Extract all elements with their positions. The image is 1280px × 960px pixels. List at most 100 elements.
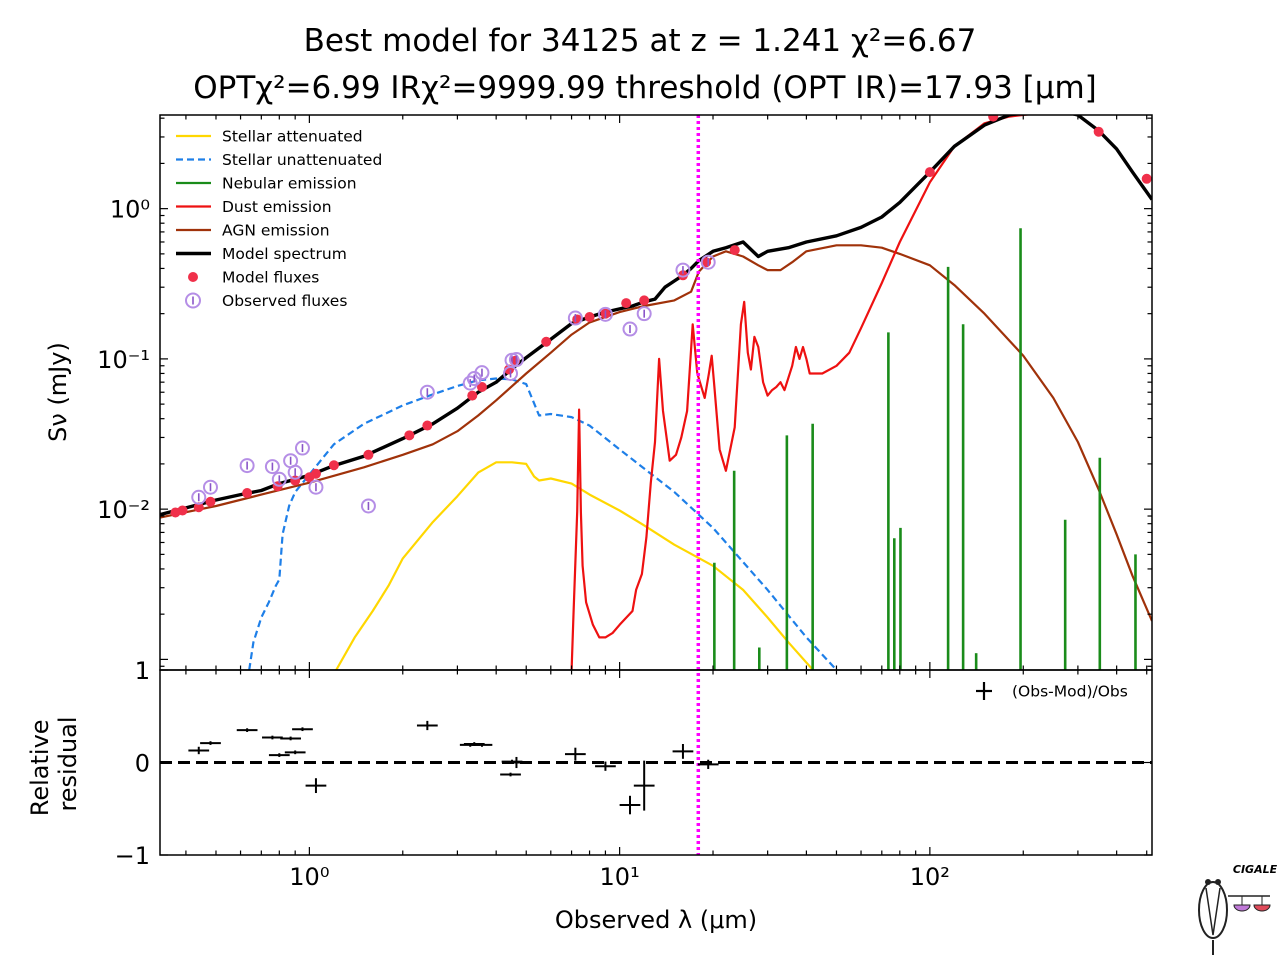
x-axis-label: Observed λ (μm) [555, 906, 757, 934]
residual-point [697, 759, 719, 769]
observed-flux-point [287, 464, 303, 480]
observed-flux-point [264, 459, 280, 475]
residual-point [280, 736, 301, 741]
legend-label: Model fluxes [222, 269, 319, 287]
model-flux-point [328, 460, 339, 471]
y-tick-label: 10⁻¹ [97, 346, 150, 374]
model-flux-point [310, 468, 321, 479]
residual-point [471, 743, 493, 747]
residual-point [564, 747, 586, 761]
legend-item-agn-emission: AGN emission [176, 222, 330, 240]
model-flux-point [193, 502, 204, 513]
y-axis-label: Sν (mJy) [44, 342, 72, 442]
residual-legend-label: (Obs-Mod)/Obs [1012, 683, 1128, 701]
observed-flux-point [636, 306, 652, 322]
legend-item-nebular-emission: Nebular emission [176, 175, 357, 193]
residual-panel: 10⁰ 10¹ 10² 1 0 −1 (Obs-Mod)/Obs [115, 657, 1153, 891]
observed-flux-point [202, 479, 218, 495]
flask-right-icon [1253, 904, 1271, 912]
observed-flux-point [271, 471, 287, 487]
model-flux-point [205, 496, 216, 507]
model-flux-point [177, 505, 188, 516]
observed-flux-point [597, 306, 613, 322]
stellar-attenuated-line [335, 461, 814, 670]
residual-y-tick-label: −1 [115, 842, 150, 870]
residual-point [262, 735, 283, 740]
cicada-wing-icon [1205, 887, 1221, 936]
residual-point [633, 760, 655, 811]
observed-flux-point [675, 262, 691, 278]
sed-legend: Stellar attenuated Stellar unattenuated Ne… [176, 128, 382, 310]
legend-label: Model spectrum [222, 245, 347, 263]
legend-item-stellar-unattenuated: Stellar unattenuated [176, 151, 382, 169]
x-tick-label: 10¹ [600, 863, 640, 891]
model-flux-point [363, 449, 374, 460]
legend-item-stellar-attenuated: Stellar attenuated [176, 128, 363, 146]
residual-y-axis-label-line1: Relative [26, 719, 54, 816]
model-flux-point [1093, 126, 1104, 137]
cigale-logo-text: CIGALE [1233, 863, 1278, 876]
residual-point [292, 727, 313, 732]
y-tick-label: 10⁻² [97, 496, 150, 524]
residual-y-tick-label: 1 [135, 657, 150, 685]
model-flux-point [467, 390, 478, 401]
model-flux-point [422, 420, 433, 431]
observed-flux-point [191, 489, 207, 505]
model-flux-point [1141, 173, 1152, 184]
observed-flux-point [294, 440, 310, 456]
sed-panel: 1 10⁻² 10⁻¹ 10⁰ Stellar attenuated Stellar un… [97, 114, 1153, 855]
flask-left-icon [1233, 904, 1251, 912]
legend-item-model-fluxes: Model fluxes [188, 269, 319, 287]
residual-y-tick-label: 0 [135, 750, 150, 778]
residual-point [305, 778, 327, 794]
model-flux-point [677, 270, 688, 281]
observed-flux-point [700, 254, 716, 270]
model-flux-point [621, 298, 632, 309]
model-flux-point [639, 295, 650, 306]
cicada-body-icon [1198, 881, 1228, 939]
observed-flux-point [419, 384, 435, 400]
agn-emission-line [160, 244, 1152, 622]
dust-emission-line [570, 115, 1033, 670]
model-flux-point [988, 115, 999, 122]
residual-point [268, 753, 290, 757]
residual-legend: (Obs-Mod)/Obs [976, 682, 1128, 701]
legend-label: Stellar unattenuated [222, 151, 382, 169]
residual-point [500, 772, 521, 777]
model-flux-point [541, 336, 552, 347]
legend-label: Nebular emission [222, 175, 357, 193]
figure-title-line1: Best model for 34125 at z = 1.241 χ²=6.6… [304, 23, 977, 59]
model-flux-point [404, 430, 415, 441]
legend-item-dust-emission: Dust emission [176, 198, 332, 216]
legend-label: Dust emission [222, 198, 332, 216]
x-tick-label: 10² [910, 863, 950, 891]
y-tick-label: 1 [135, 657, 150, 685]
x-tick-label: 10⁰ [289, 863, 329, 891]
model-flux-point [242, 488, 253, 499]
legend-label: AGN emission [222, 222, 330, 240]
legend-label: Stellar attenuated [222, 128, 363, 146]
sed-plot-area [160, 115, 1152, 670]
model-spectrum-line [160, 115, 1152, 517]
observed-flux-point [239, 458, 255, 474]
figure-title-line2: OPTχ²=6.99 IRχ²=9999.99 threshold (OPT I… [193, 70, 1097, 106]
legend-item-observed-fluxes: Observed fluxes [185, 292, 347, 310]
observed-flux-point [308, 479, 324, 495]
residual-point [619, 795, 641, 815]
y-tick-label: 10⁰ [110, 196, 150, 224]
observed-flux-point [567, 310, 583, 326]
residual-point [506, 756, 527, 769]
residual-point [595, 761, 616, 771]
observed-flux-point [622, 321, 638, 337]
residual-point [284, 750, 306, 755]
residual-point [672, 744, 694, 759]
nebular-emission-lines [713, 228, 1137, 670]
model-flux-point [729, 245, 740, 256]
cigale-logo: CIGALE [1198, 863, 1278, 955]
stellar-unattenuated-line [248, 377, 838, 670]
observed-flux-point [474, 365, 490, 381]
model-flux-point [476, 382, 487, 393]
residual-y-axis-label: Relative residual [26, 712, 82, 816]
legend-item-model-spectrum: Model spectrum [176, 245, 347, 263]
